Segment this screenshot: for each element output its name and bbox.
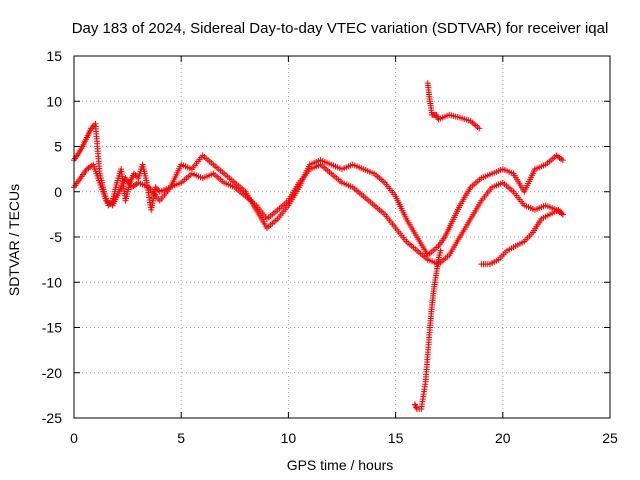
y-tick-label: 5 xyxy=(54,139,62,155)
axis-ticks xyxy=(73,55,611,419)
y-tick-label: -25 xyxy=(42,410,62,426)
y-tick-label: -5 xyxy=(50,229,63,245)
sdtvar-series xyxy=(71,80,566,412)
x-tick-label: 25 xyxy=(602,430,618,446)
y-tick-label: -10 xyxy=(42,274,62,290)
x-axis-title: GPS time / hours xyxy=(287,457,394,473)
y-tick-label: 15 xyxy=(46,48,62,64)
data-point-track-e xyxy=(437,247,444,254)
x-tick-label: 15 xyxy=(388,430,404,446)
x-tick-label: 20 xyxy=(495,430,511,446)
y-tick-label: 0 xyxy=(54,184,62,200)
grid-lines xyxy=(74,56,610,418)
y-tick-label: -20 xyxy=(42,365,62,381)
y-tick-label: 10 xyxy=(46,93,62,109)
y-axis-title: SDTVAR / TECUs xyxy=(6,184,22,296)
x-tick-label: 10 xyxy=(281,430,297,446)
x-tick-label: 0 xyxy=(70,430,78,446)
data-point-track-d xyxy=(476,125,483,132)
data-point-track-a xyxy=(559,157,566,164)
x-tick-label: 5 xyxy=(177,430,185,446)
y-tick-label: -15 xyxy=(42,320,62,336)
tick-labels: 0 5 10 15 20 25 -25 -20 -15 -10 -5 0 5 10 15 xyxy=(42,48,618,446)
data-point-track-c xyxy=(559,211,566,218)
chart-title: Day 183 of 2024, Sidereal Day-to-day VTE… xyxy=(72,20,609,37)
